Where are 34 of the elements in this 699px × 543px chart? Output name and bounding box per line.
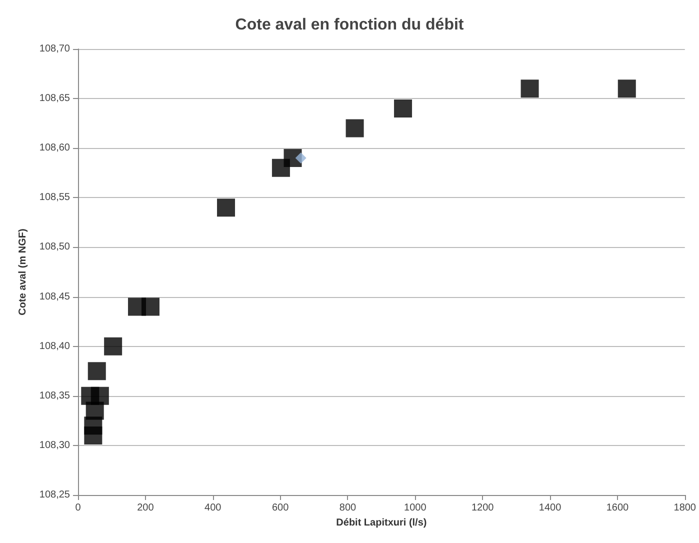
point [88,362,106,380]
point [346,119,364,138]
y-tick-label: 108,40 [39,340,70,352]
y-axis-title: Cote aval (m NGF) [18,228,28,316]
point [272,158,290,177]
x-axis-title: Débit Lapitxuri (l/s) [336,517,427,528]
x-tick-label: 1000 [404,502,427,514]
x-tick-label: 0 [75,502,82,514]
x-tick-label: 1600 [606,502,630,514]
x-tick-label: 600 [272,502,290,514]
x-tick-label: 1400 [538,502,562,514]
x-tick-label: 1800 [674,502,696,514]
y-tick-label: 108,70 [39,44,70,54]
y-tick-label: 108,65 [39,93,70,104]
y-tick-label: 108,35 [39,390,70,402]
y-tick-label: 108,55 [39,192,70,204]
x-tick-label: 200 [137,502,154,514]
y-tick-label: 108,25 [39,490,70,500]
x-tick-label: 800 [339,502,356,514]
x-tick-label: 400 [204,502,222,514]
point [104,337,122,356]
y-tick-label: 108,45 [39,291,70,302]
y-tick-label: 108,60 [39,142,70,154]
y-tick-label: 108,50 [39,242,70,253]
point [84,426,102,445]
x-tick-label: 1200 [471,502,494,514]
point [394,99,412,118]
y-tick-label: 108,30 [39,440,70,451]
chart-title: Cote aval en fonction du débit [235,16,464,34]
point [618,80,636,98]
point [295,152,306,164]
point [520,80,539,98]
point [217,198,236,217]
point [128,298,146,316]
